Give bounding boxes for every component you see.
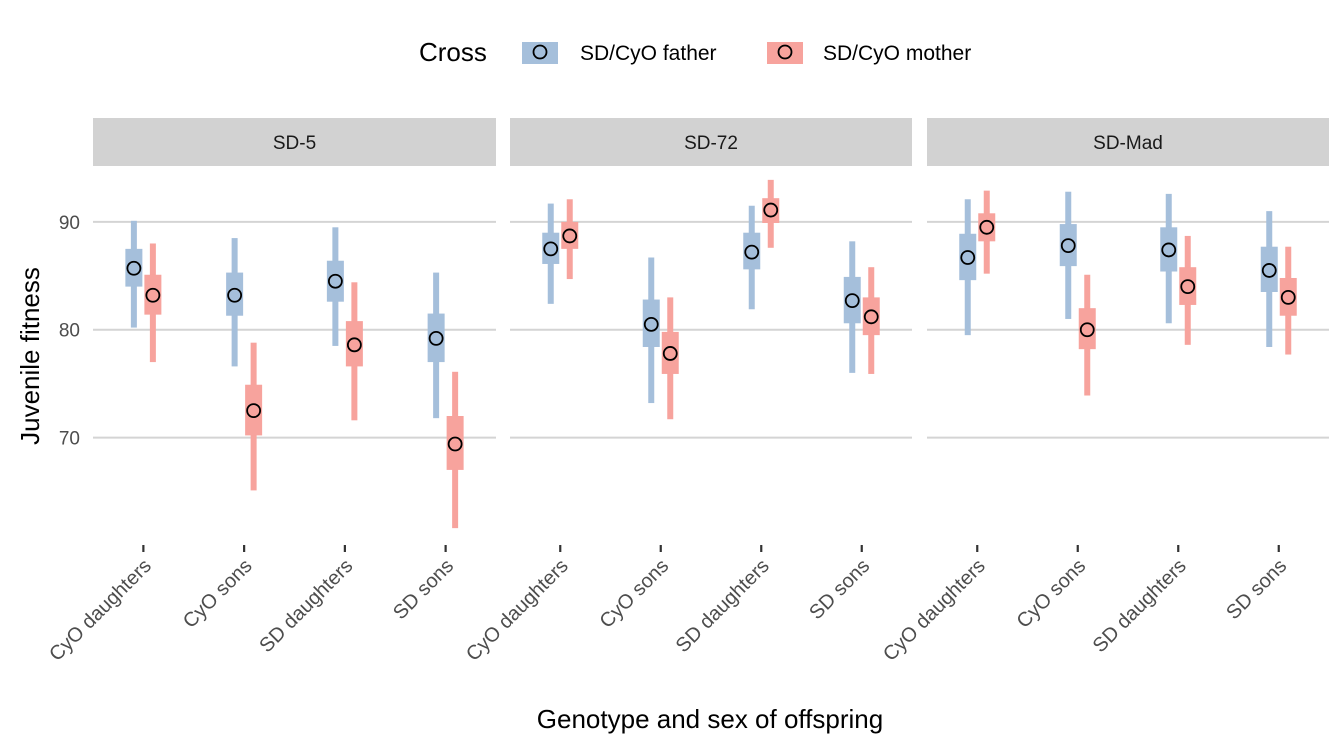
mother-mean-point <box>447 436 463 452</box>
mother-mean-point <box>346 337 362 353</box>
mother-mean-point <box>763 202 779 218</box>
father-inner-interval <box>1059 224 1077 267</box>
category-group: SD sons <box>389 272 464 624</box>
category-group: CyO daughters <box>462 199 579 666</box>
legend-label-mother: SD/CyO mother <box>823 42 971 65</box>
mother-mean-point <box>1180 279 1196 295</box>
panel-strip-label: SD-Mad <box>1093 133 1163 154</box>
father-mean-point <box>1161 242 1177 258</box>
mother-inner-interval <box>978 213 996 242</box>
father-mean-point <box>744 244 760 260</box>
father-mean-point <box>1060 238 1076 254</box>
y-axis-title: Juvenile fitness <box>15 267 45 445</box>
legend-key-father-point <box>532 44 548 60</box>
y-axis: 70 80 90 <box>59 213 80 450</box>
father-mean-point <box>543 241 559 257</box>
father-mean-point <box>126 260 142 276</box>
mother-mean-point <box>1079 322 1095 338</box>
mother-inner-interval <box>1279 277 1297 316</box>
father-inner-interval <box>226 272 244 316</box>
legend-entry-father: SD/CyO father <box>522 42 717 65</box>
father-inner-interval <box>1260 246 1278 292</box>
x-tick-label: SD daughters <box>255 555 357 657</box>
x-tick-label: CyO daughters <box>462 555 573 666</box>
panel-strip <box>927 118 1329 166</box>
father-mean-point <box>1261 263 1277 278</box>
father-inner-interval <box>959 233 977 281</box>
mother-inner-interval <box>1078 308 1096 350</box>
category-group: CyO sons <box>179 238 263 633</box>
x-tick-label: CyO daughters <box>879 555 990 666</box>
father-inner-interval <box>326 260 344 302</box>
legend-title: Cross <box>419 37 487 67</box>
y-tick-label: 80 <box>59 321 80 342</box>
panel-strip <box>510 118 912 166</box>
father-mean-point <box>643 316 659 332</box>
mother-inner-interval <box>661 331 679 374</box>
category-group: CyO sons <box>596 257 679 633</box>
father-inner-interval <box>427 313 445 363</box>
mother-mean-point <box>979 219 995 235</box>
father-inner-interval <box>743 232 761 270</box>
father-mean-point <box>227 287 243 303</box>
legend-entry-mother: SD/CyO mother <box>767 42 971 65</box>
legend-key-father <box>522 42 558 64</box>
panel-strip-label: SD-72 <box>684 133 738 154</box>
legend-key-mother-point <box>777 44 793 60</box>
category-group: CyO daughters <box>879 190 996 666</box>
category-group: SD daughters <box>672 179 780 657</box>
y-tick-label: 70 <box>59 429 80 450</box>
legend: Cross SD/CyO father SD/CyO mother <box>419 37 971 67</box>
x-tick-label: CyO sons <box>596 555 674 633</box>
category-group: CyO sons <box>1013 191 1096 633</box>
x-tick-label: SD daughters <box>1089 555 1191 657</box>
category-group: SD sons <box>805 241 880 624</box>
father-mean-point <box>960 250 976 265</box>
x-axis-title: Genotype and sex of offspring <box>537 704 883 734</box>
panel-strip <box>93 118 496 166</box>
mother-mean-point <box>863 309 879 325</box>
mother-mean-point <box>662 346 678 361</box>
mother-mean-point <box>145 287 161 303</box>
father-inner-interval <box>125 248 143 287</box>
mother-inner-interval <box>446 416 464 470</box>
category-group: SD daughters <box>255 227 363 657</box>
x-tick-label: CyO sons <box>1013 555 1091 633</box>
y-tick-label: 90 <box>59 213 80 234</box>
father-inner-interval <box>642 299 660 347</box>
mother-inner-interval <box>1179 267 1197 305</box>
mother-inner-interval <box>245 384 263 436</box>
category-group: SD sons <box>1222 211 1297 624</box>
father-inner-interval <box>1160 227 1178 272</box>
mother-mean-point <box>1280 289 1296 305</box>
x-tick-label: CyO sons <box>179 555 257 633</box>
father-inner-interval <box>843 276 861 324</box>
mother-inner-interval <box>345 321 363 367</box>
father-mean-point <box>327 273 343 289</box>
mother-mean-point <box>246 403 262 419</box>
father-mean-point <box>428 330 444 346</box>
legend-label-father: SD/CyO father <box>580 42 717 65</box>
legend-key-mother <box>767 42 803 64</box>
mother-inner-interval <box>144 274 162 315</box>
panel-strip-label: SD-5 <box>273 133 316 154</box>
mother-inner-interval <box>862 297 880 336</box>
x-tick-label: SD sons <box>389 555 458 624</box>
x-tick-label: CyO daughters <box>45 555 156 666</box>
father-mean-point <box>844 293 860 309</box>
mother-inner-interval <box>561 221 579 249</box>
mother-mean-point <box>562 228 578 244</box>
x-tick-label: SD sons <box>1222 555 1291 624</box>
father-inner-interval <box>542 232 560 264</box>
x-tick-label: SD sons <box>805 555 874 624</box>
x-tick-label: SD daughters <box>672 555 774 657</box>
category-group: SD daughters <box>1089 193 1197 657</box>
